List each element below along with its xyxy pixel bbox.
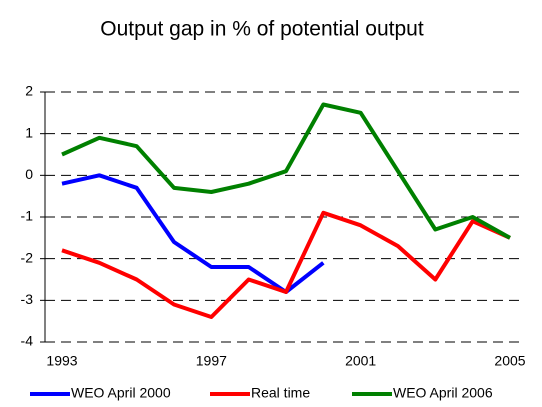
x-tick-label: 1993 xyxy=(46,353,77,369)
chart-title: Output gap in % of potential output xyxy=(100,18,424,41)
x-tick-label: 2005 xyxy=(494,353,525,369)
legend-label: Real time xyxy=(251,385,310,401)
x-tick-label: 2001 xyxy=(345,353,376,369)
y-tick-label: -1 xyxy=(21,208,34,224)
y-tick-label: -4 xyxy=(21,333,34,349)
legend-label: WEO April 2000 xyxy=(71,385,171,401)
y-tick-label: 2 xyxy=(25,83,33,99)
y-tick-label: -2 xyxy=(21,249,34,265)
series-line xyxy=(61,210,511,319)
legend-label: WEO April 2006 xyxy=(393,385,493,401)
x-tick-label: 1997 xyxy=(196,353,227,369)
y-tick-label: 1 xyxy=(25,124,33,140)
y-tick-label: 0 xyxy=(25,166,33,182)
series-line xyxy=(61,102,511,240)
series-line xyxy=(61,173,325,294)
y-tick-label: -3 xyxy=(21,291,34,307)
